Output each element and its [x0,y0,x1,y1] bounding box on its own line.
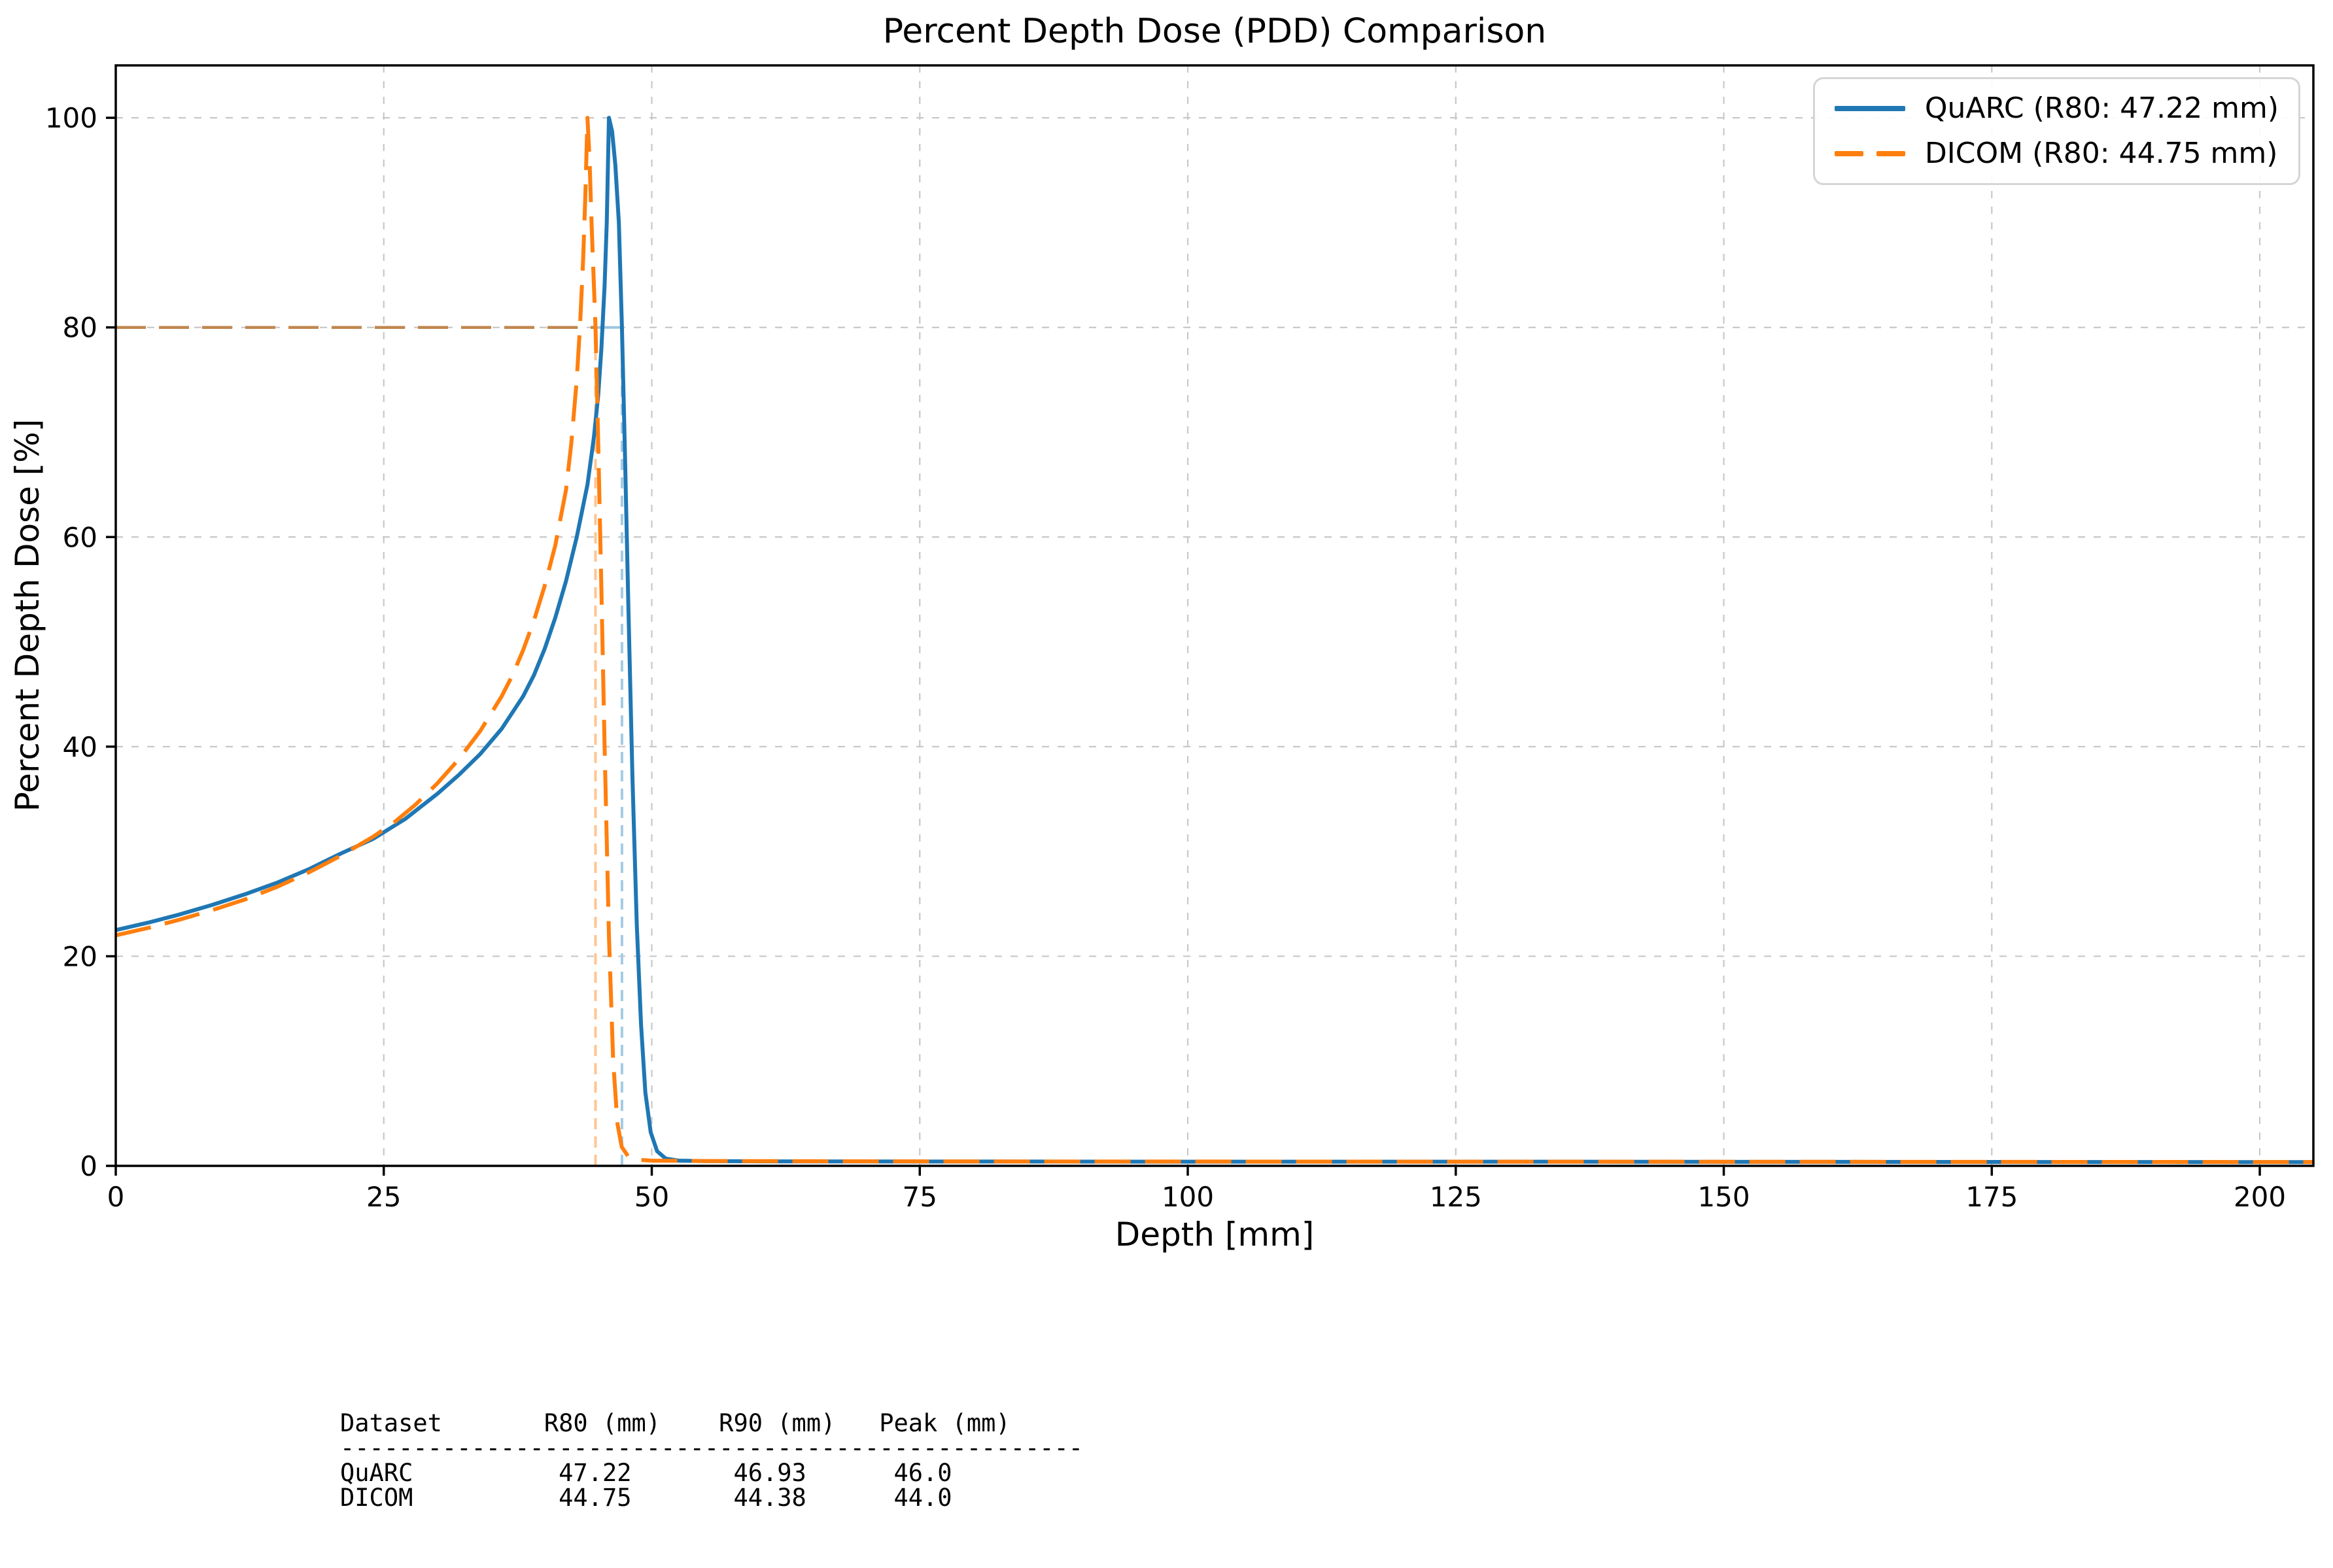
axes-spines [114,64,2315,1167]
chart-title: Percent Depth Dose (PDD) Comparison [882,12,1547,51]
x-tick-label: 125 [1430,1181,1482,1213]
series-line-dicom [115,116,2313,1165]
legend: QuARC (R80: 47.22 mm) DICOM (R80: 44.75 … [1812,77,2300,186]
series-line-quarc [115,116,2313,1165]
y-axis-label: Percent Depth Dose [%] [9,418,46,812]
legend-label-dicom: DICOM (R80: 44.75 mm) [1924,136,2278,170]
x-tick-label: 25 [366,1181,401,1213]
y-tick-label: 80 [63,312,97,344]
y-tick-label: 20 [63,940,97,972]
legend-item-dicom: DICOM (R80: 44.75 mm) [1834,136,2279,171]
x-tick-label: 50 [634,1181,669,1213]
x-tick-label: 200 [2234,1181,2286,1213]
x-tick-label: 175 [1965,1181,2018,1213]
legend-line-sample-dashed [1834,150,1905,156]
x-axis-label: Depth [mm] [1115,1216,1315,1253]
legend-item-quarc: QuARC (R80: 47.22 mm) [1834,92,2279,126]
x-tick-label: 150 [1697,1181,1750,1213]
y-tick-label: 60 [63,521,97,553]
x-tick-label: 75 [903,1181,937,1213]
y-tick-label: 0 [80,1150,97,1182]
x-tick-label: 0 [107,1181,125,1213]
legend-line-sample-solid [1834,106,1905,112]
y-tick-label: 40 [63,731,97,763]
y-tick-label: 100 [45,102,97,134]
legend-label-quarc: QuARC (R80: 47.22 mm) [1924,92,2279,125]
summary-table: Dataset R80 (mm) R90 (mm) Peak (mm) ----… [340,1409,1084,1512]
x-tick-label: 100 [1162,1181,1214,1213]
